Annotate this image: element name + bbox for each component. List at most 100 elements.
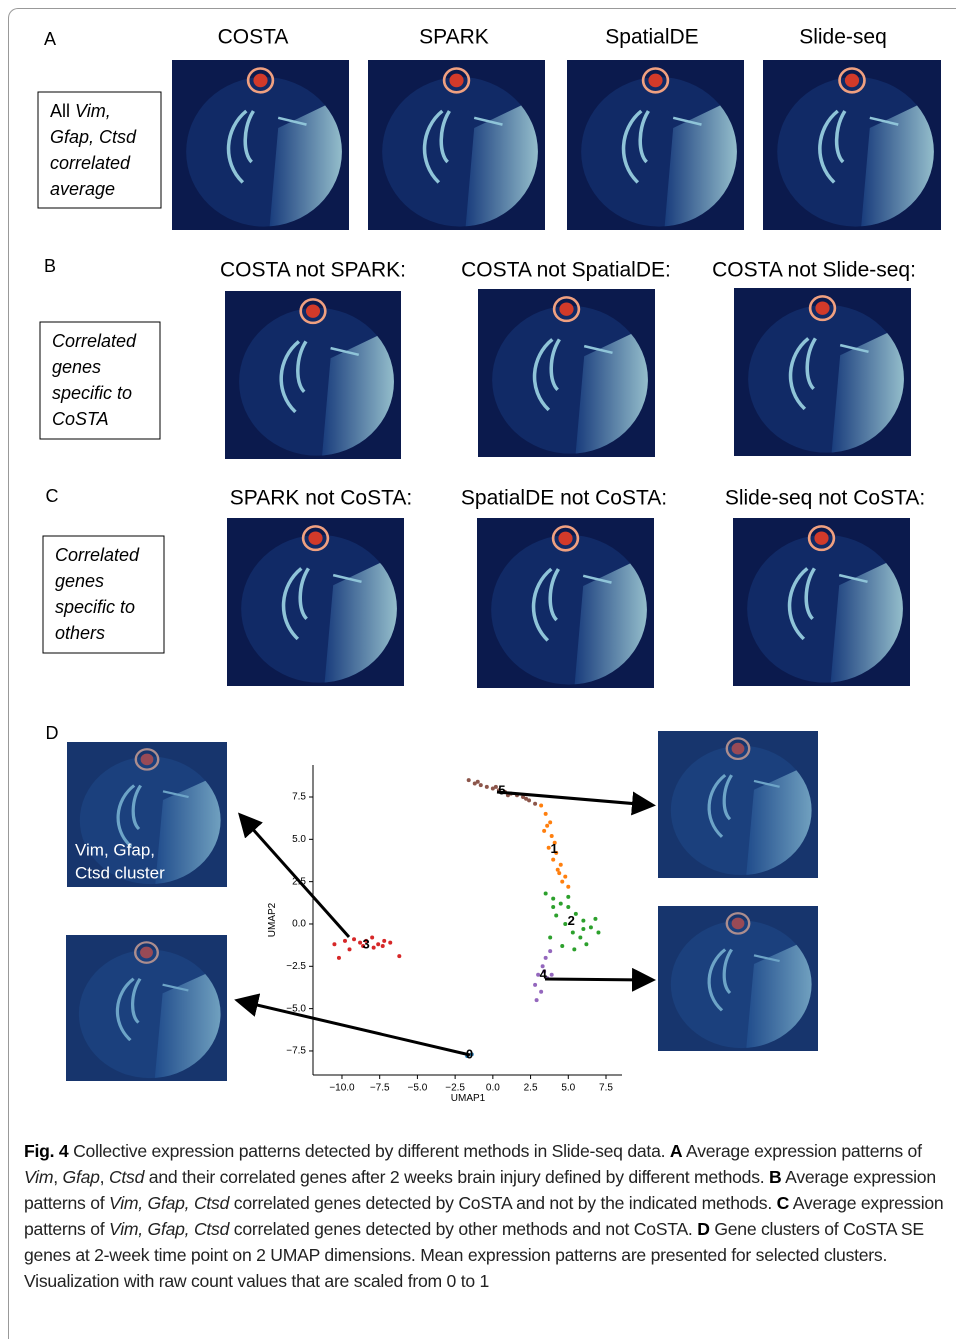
point xyxy=(358,941,362,945)
caption-text: correlated genes detected by other metho… xyxy=(229,1219,697,1239)
point xyxy=(566,885,570,889)
box-text: genes xyxy=(52,357,101,377)
point xyxy=(559,863,563,867)
panel-title: SpatialDE not CoSTA: xyxy=(461,487,667,510)
panel-title: COSTA not SpatialDE: xyxy=(461,259,671,282)
point xyxy=(554,914,558,918)
cluster-label: 3 xyxy=(362,937,369,952)
point xyxy=(535,998,539,1002)
point xyxy=(343,939,347,943)
point xyxy=(551,858,555,862)
point xyxy=(551,897,555,901)
box-text: All xyxy=(50,101,75,121)
point xyxy=(581,919,585,923)
point xyxy=(544,892,548,896)
panel-title: SPARK xyxy=(419,26,489,49)
point xyxy=(467,778,471,782)
box-text: specific to xyxy=(52,383,132,403)
panel-title: COSTA not Slide-seq: xyxy=(712,259,916,282)
box-line: specific to xyxy=(55,597,135,617)
point xyxy=(566,895,570,899)
point xyxy=(548,949,552,953)
box-line: average xyxy=(50,179,115,199)
expression-map xyxy=(658,906,818,1051)
box-line: others xyxy=(55,623,105,643)
point xyxy=(571,930,575,934)
caption-text: Vim, Gfap, Ctsd xyxy=(109,1193,229,1213)
arrow xyxy=(497,792,650,805)
caption-text: correlated genes detected by CoSTA and n… xyxy=(229,1193,776,1213)
box-line: correlated xyxy=(50,153,131,173)
box-text: correlated xyxy=(50,153,131,173)
panel-letter: A xyxy=(44,29,56,49)
box-text: Vim, xyxy=(75,101,111,121)
point xyxy=(596,930,600,934)
box-line: specific to xyxy=(52,383,132,403)
caption-text: A xyxy=(670,1141,682,1161)
point xyxy=(376,942,380,946)
caption-text: C xyxy=(777,1193,789,1213)
point xyxy=(494,785,498,789)
caption-text: , xyxy=(53,1167,62,1187)
x-tick-label: 7.5 xyxy=(599,1083,613,1094)
caption-text: Collective expression patterns detected … xyxy=(68,1141,669,1161)
x-tick-label: −2.5 xyxy=(445,1083,465,1094)
box-line: genes xyxy=(55,571,104,591)
point xyxy=(352,937,356,941)
box-text: Gfap, Ctsd xyxy=(50,127,137,147)
point xyxy=(550,973,554,977)
y-tick-label: −7.5 xyxy=(286,1046,306,1057)
box-line: CoSTA xyxy=(52,409,109,429)
caption-text: Vim xyxy=(24,1167,53,1187)
caption-text: D xyxy=(697,1219,709,1239)
page: UMAP1 UMAP2 −10.0−7.5−5.0−2.50.02.55.07.… xyxy=(0,0,956,1330)
panel-title: Slide-seq xyxy=(799,26,887,49)
point xyxy=(545,824,549,828)
point xyxy=(593,917,597,921)
point xyxy=(566,905,570,909)
point xyxy=(388,941,392,945)
caption-text: Vim, Gfap, Ctsd xyxy=(109,1219,229,1239)
panel-letter: B xyxy=(44,256,56,276)
y-axis-label: UMAP2 xyxy=(267,902,278,937)
caption-text: Ctsd xyxy=(109,1167,144,1187)
point xyxy=(542,829,546,833)
panel-title: Slide-seq not CoSTA: xyxy=(725,487,925,510)
point xyxy=(533,802,537,806)
point xyxy=(550,834,554,838)
panel-title: COSTA xyxy=(218,26,289,49)
y-tick-label: −2.5 xyxy=(286,961,306,972)
x-tick-label: 2.5 xyxy=(524,1083,538,1094)
expression-map xyxy=(172,60,349,230)
x-tick-label: −7.5 xyxy=(370,1083,390,1094)
expression-map xyxy=(658,731,818,878)
point xyxy=(557,871,561,875)
point xyxy=(572,947,576,951)
point xyxy=(584,942,588,946)
y-tick-label: 0.0 xyxy=(292,919,306,930)
box-line: All Vim, xyxy=(50,101,111,121)
caption-text: Gfap xyxy=(63,1167,100,1187)
point xyxy=(589,925,593,929)
point xyxy=(397,954,401,958)
point xyxy=(551,905,555,909)
point xyxy=(544,812,548,816)
point xyxy=(533,983,537,987)
cluster-label: 5 xyxy=(498,783,505,798)
x-tick-label: 5.0 xyxy=(561,1083,575,1094)
x-tick-label: −5.0 xyxy=(408,1083,428,1094)
point xyxy=(539,803,543,807)
expression-map xyxy=(477,518,654,688)
point xyxy=(485,785,489,789)
cluster-caption: Ctsd cluster xyxy=(75,863,165,882)
box-line: genes xyxy=(52,357,101,377)
layout xyxy=(66,60,941,1081)
arrow xyxy=(545,979,650,980)
y-tick-label: 7.5 xyxy=(292,792,306,803)
y-tick-label: 5.0 xyxy=(292,834,306,845)
panel-title: SPARK not CoSTA: xyxy=(230,487,412,510)
point xyxy=(381,944,385,948)
point xyxy=(539,990,543,994)
point xyxy=(563,875,567,879)
